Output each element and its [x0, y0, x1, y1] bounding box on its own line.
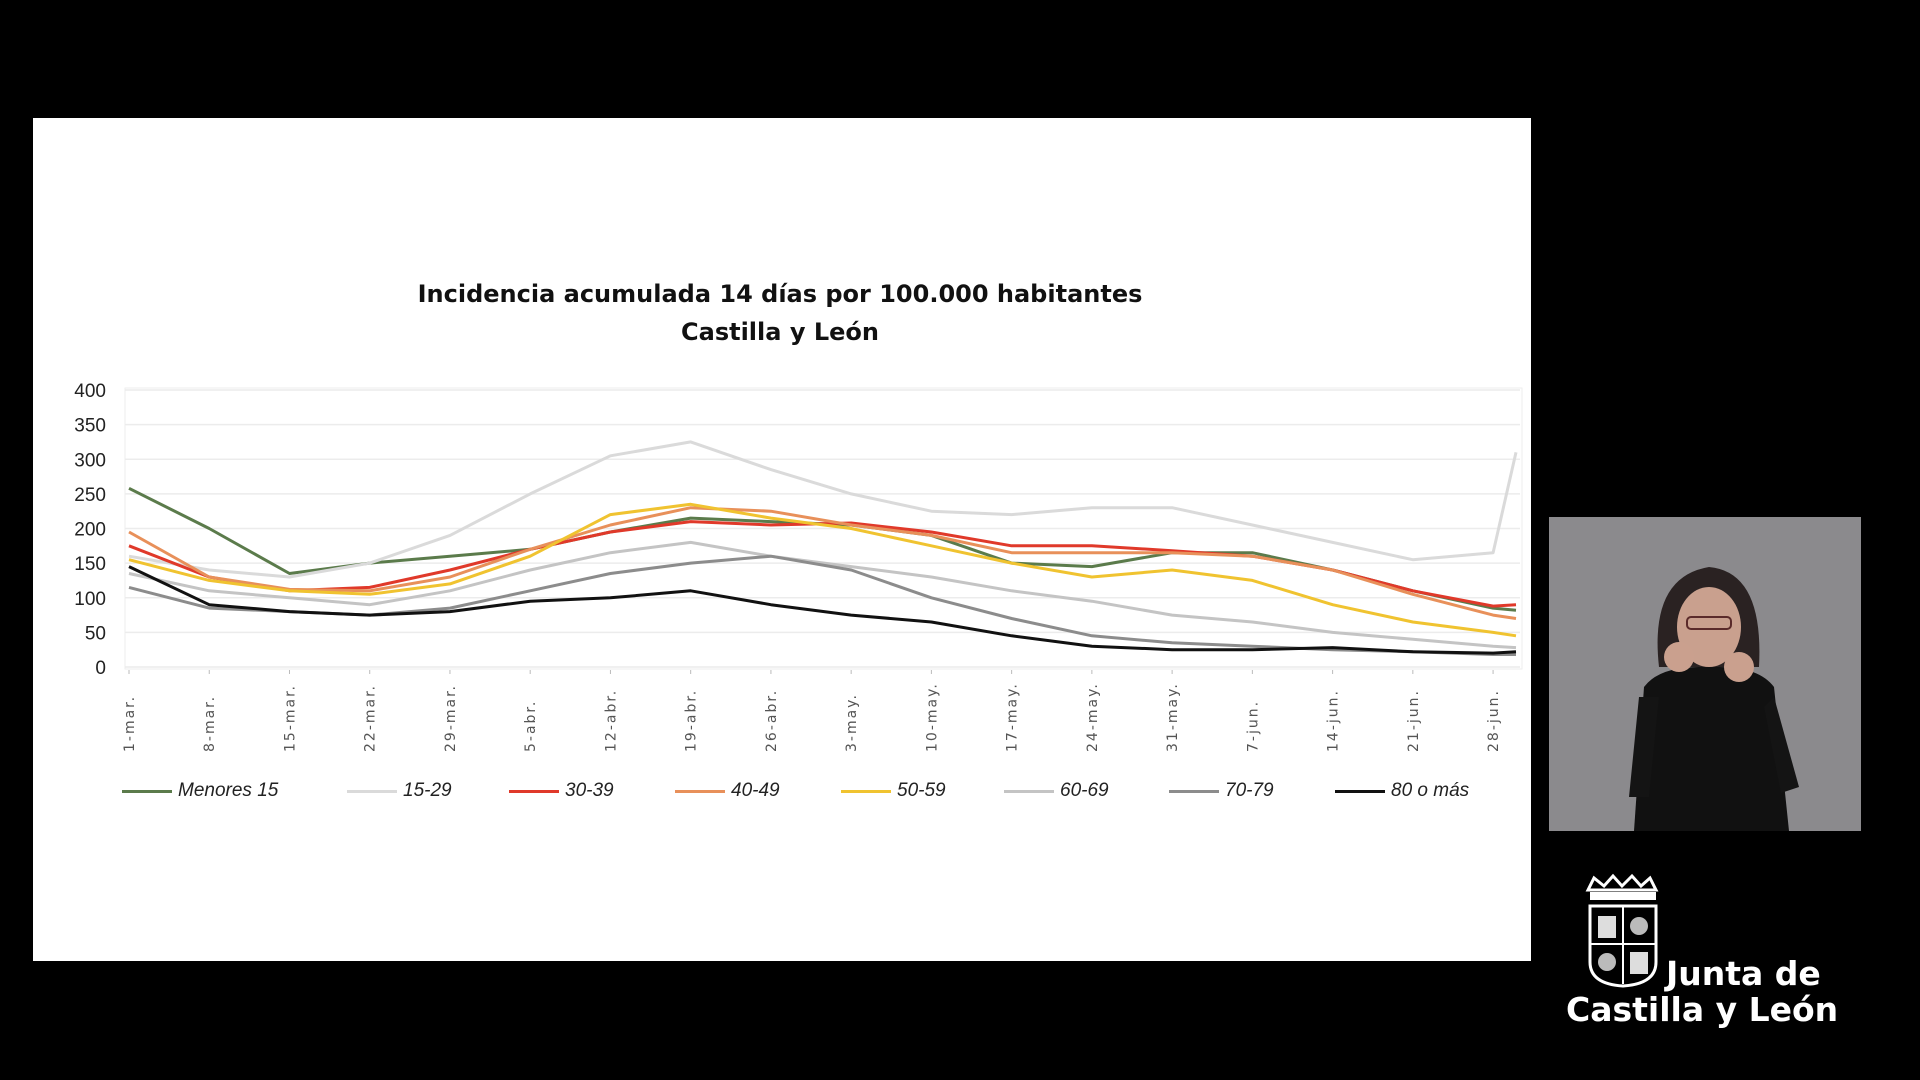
sign-language-interpreter-video — [1549, 517, 1861, 831]
y-tick-label: 250 — [74, 485, 106, 506]
legend-swatch — [509, 789, 559, 793]
legend-swatch — [841, 789, 891, 793]
x-tick-label: 10-may. — [924, 682, 940, 752]
x-tick-label: 7-jun. — [1245, 700, 1261, 752]
series-line-80-o-más — [128, 565, 1517, 655]
x-tick-label: 22-mar. — [363, 684, 379, 752]
coat-of-arms-icon — [1585, 873, 1659, 988]
legend-label: Menores 15 — [178, 780, 279, 801]
y-tick-label: 50 — [85, 623, 106, 644]
legend-label: 15-29 — [403, 780, 452, 801]
legend-item: 40-49 — [675, 780, 780, 802]
y-tick-label: 200 — [74, 520, 106, 541]
legend-item: 80 o más — [1335, 780, 1469, 802]
x-tick-label: 15-mar. — [282, 684, 298, 752]
x-tick-label: 1-mar. — [122, 695, 138, 752]
chart-subtitle: Castilla y León — [681, 318, 879, 346]
legend-label: 70-79 — [1225, 780, 1274, 801]
legend-label: 60-69 — [1060, 780, 1109, 801]
x-tick-label: 31-may. — [1165, 682, 1181, 752]
legend-label: 50-59 — [897, 780, 946, 801]
legend-label: 30-39 — [565, 780, 614, 801]
y-tick-label: 0 — [95, 658, 106, 679]
x-tick-label: 19-abr. — [684, 689, 700, 752]
x-tick-label: 12-abr. — [603, 689, 619, 752]
legend-item: 50-59 — [841, 780, 946, 802]
x-tick-label: 3-may. — [844, 693, 860, 752]
series-line-60-69 — [128, 540, 1517, 650]
x-tick-label: 21-jun. — [1406, 689, 1422, 752]
x-tick-label: 8-mar. — [202, 695, 218, 752]
series-line-70-79 — [128, 554, 1516, 656]
logo-line-1: Junta de — [1666, 954, 1821, 993]
x-tick-label: 5-abr. — [523, 700, 539, 752]
legend-swatch — [347, 789, 397, 793]
line-chart: 0 50 100 150 200 250 300 350 400 1-mar. 8-mar. 15-m… — [74, 381, 1523, 752]
legend-swatch — [1169, 789, 1219, 793]
logo-line-2: Castilla y León — [1566, 990, 1839, 1029]
y-tick-label: 400 — [74, 381, 106, 402]
x-tick-label: 24-may. — [1085, 682, 1101, 752]
legend-item: 70-79 — [1169, 780, 1274, 802]
y-tick-label: 100 — [74, 589, 106, 610]
slide-panel — [33, 118, 1531, 961]
y-tick-label: 350 — [74, 416, 106, 437]
series-line-40-49 — [128, 506, 1517, 620]
x-tick-label: 29-mar. — [443, 684, 459, 752]
junta-castilla-leon-logo: Junta de Castilla y León — [1560, 872, 1860, 1042]
legend-swatch — [675, 789, 725, 793]
y-tick-label: 300 — [74, 450, 106, 471]
legend-label: 80 o más — [1391, 780, 1470, 801]
x-tick-label: 14-jun. — [1326, 689, 1342, 752]
chart-title: Incidencia acumulada 14 días por 100.000… — [417, 280, 1143, 308]
series-line-15-29 — [128, 440, 1518, 579]
legend-swatch — [122, 789, 172, 793]
interpreter-figure — [1549, 517, 1861, 831]
legend-swatch — [1004, 789, 1054, 793]
x-tick-label: 26-abr. — [764, 689, 780, 752]
y-tick-label: 150 — [74, 554, 106, 575]
series-line-50-59 — [128, 502, 1517, 638]
legend-item: 30-39 — [509, 780, 614, 802]
x-tick-label: 17-may. — [1005, 682, 1021, 752]
legend-item: 15-29 — [347, 780, 452, 802]
x-tick-label: 28-jun. — [1486, 689, 1502, 752]
legend: Menores 15 15-29 30-39 40-49 50-59 60-69 70-79… — [0, 780, 1560, 810]
legend-label: 40-49 — [731, 780, 780, 801]
legend-item: Menores 15 — [122, 780, 278, 802]
legend-item: 60-69 — [1004, 780, 1109, 802]
legend-swatch — [1335, 789, 1385, 793]
